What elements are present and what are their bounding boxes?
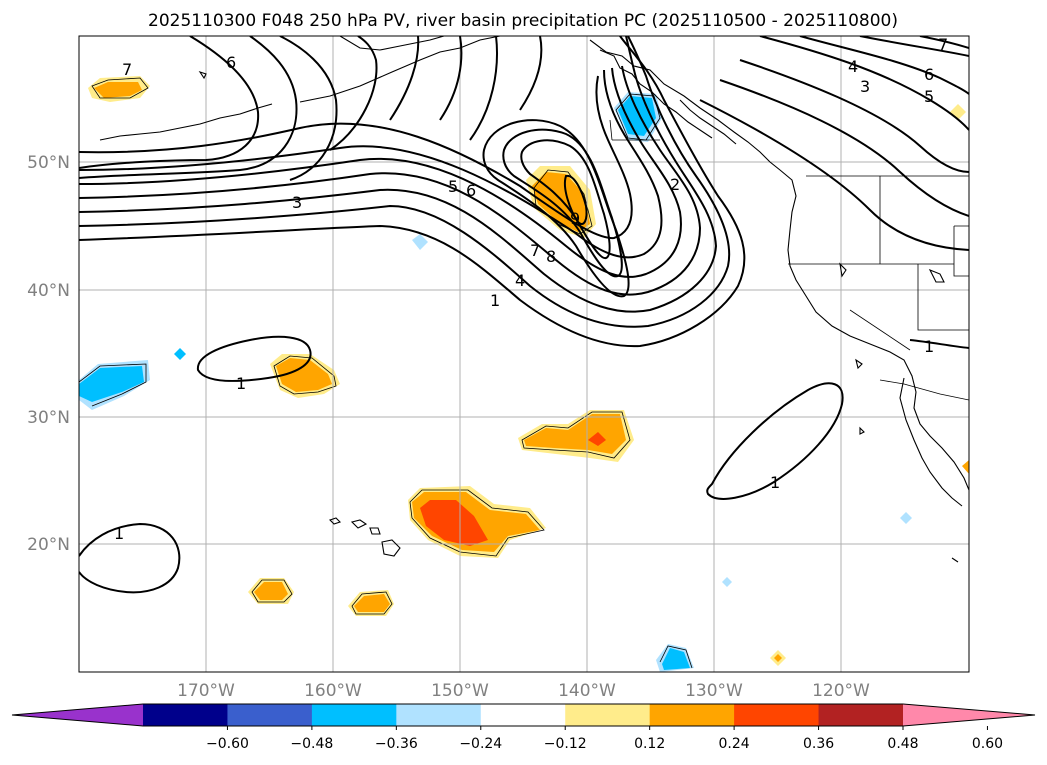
precip-blob: [420, 500, 488, 546]
contour-label: 4: [515, 271, 525, 290]
contour-label: 5: [448, 177, 458, 196]
contour-label: 1: [114, 524, 124, 543]
precip-blob: [722, 577, 732, 587]
colorbar-extend-max: [903, 704, 1035, 726]
colorbar-tick-label: −0.24: [459, 736, 502, 752]
colorbar-tick-label: −0.36: [375, 736, 418, 752]
precip-blob: [662, 648, 690, 670]
colorbar-outline: [11, 703, 1036, 727]
precip-blob: [354, 594, 390, 612]
contour-label: 1: [770, 473, 780, 492]
precip-blob: [94, 82, 142, 98]
figure-title: 2025110300 F048 250 hPa PV, river basin …: [148, 11, 898, 31]
colorbar-segment: [227, 704, 313, 726]
contour-label: 7: [938, 35, 948, 54]
colorbar-tick-label: −0.12: [544, 736, 587, 752]
map-frame: [78, 35, 970, 673]
borders: [609, 119, 969, 401]
lon-label: 150°W: [431, 681, 489, 701]
precip-blob: [412, 234, 428, 250]
contour-label: 2: [670, 175, 680, 194]
colorbar: −0.60 −0.48 −0.36 −0.24 −0.12 0.12 0.24 0.36 0.4…: [11, 703, 1036, 752]
colorbar-tick-label: −0.48: [290, 736, 333, 752]
colorbar-segment: [565, 704, 651, 726]
colorbar-tick-label: 0.12: [634, 736, 665, 752]
contour-label: 1: [924, 337, 934, 356]
contour-label: 9: [570, 209, 580, 228]
contour-label: 1: [490, 291, 500, 310]
contour-label: 8: [546, 247, 556, 266]
colorbar-segment: [818, 704, 904, 726]
lat-label: 30°N: [27, 408, 70, 428]
precip-blob: [79, 366, 144, 402]
contour-label: 1: [236, 374, 246, 393]
precip-blob: [588, 432, 606, 446]
contour-label: 6: [466, 181, 476, 200]
precip-blob: [174, 348, 186, 360]
colorbar-segment: [649, 704, 735, 726]
colorbar-tick-label: 0.48: [887, 736, 918, 752]
contour-label: 6: [924, 65, 934, 84]
colorbar-segment: [480, 704, 566, 726]
colorbar-tick-label: 0.60: [972, 736, 1003, 752]
precip-blob: [900, 512, 912, 524]
contour-label: 3: [860, 77, 870, 96]
contour-label: 7: [122, 60, 132, 79]
contour-labels: 7 6 3 5 6 2 9 7 8 4 1 1 1 1 1 7 6 4 3 5: [114, 35, 948, 543]
colorbar-tick-label: 0.24: [719, 736, 750, 752]
colorbar-segment: [143, 704, 228, 726]
lat-labels: 50°N 40°N 30°N 20°N: [27, 153, 70, 555]
colorbar-tick-label: 0.36: [803, 736, 834, 752]
colorbar-segment: [734, 704, 820, 726]
map-panel: 7 6 3 5 6 2 9 7 8 4 1 1 1 1 1 7 6 4 3 5: [78, 35, 970, 673]
contour-label: 5: [924, 87, 934, 106]
gridlines: [79, 36, 969, 672]
lon-label: 120°W: [812, 681, 870, 701]
colorbar-segment: [311, 704, 397, 726]
contour-label: 4: [848, 57, 858, 76]
precip-blob: [254, 582, 288, 600]
lat-label: 20°N: [27, 535, 70, 555]
precip-blob: [962, 460, 969, 474]
lon-label: 130°W: [685, 681, 743, 701]
colorbar-extend-min: [12, 704, 143, 726]
contour-label: 3: [292, 193, 302, 212]
colorbar-segment: [396, 704, 482, 726]
precip-blob: [276, 358, 332, 392]
lon-label: 170°W: [177, 681, 235, 701]
contour-label: 6: [226, 53, 236, 72]
lon-label: 140°W: [558, 681, 616, 701]
contour-label: 7: [530, 241, 540, 260]
coastlines: [99, 36, 969, 563]
colorbar-tick-label: −0.60: [206, 736, 249, 752]
lat-label: 50°N: [27, 153, 70, 173]
lon-labels: 170°W 160°W 150°W 140°W 130°W 120°W: [177, 681, 870, 701]
lon-label: 160°W: [304, 681, 362, 701]
pv-contours: [79, 36, 969, 594]
precip-blob: [774, 654, 782, 662]
lat-label: 40°N: [27, 281, 70, 301]
